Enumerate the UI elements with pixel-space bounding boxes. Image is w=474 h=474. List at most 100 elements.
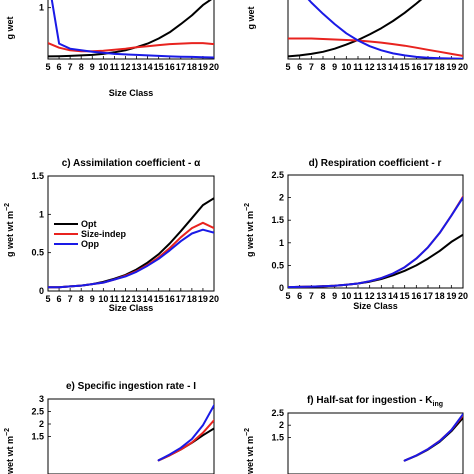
x-tick-label: 6	[57, 62, 62, 72]
series-line-s1	[288, 0, 423, 58]
y-tick-label: 1.5	[31, 432, 44, 442]
x-tick-label: 14	[143, 294, 153, 304]
x-tick-label: 7	[309, 291, 314, 301]
x-tick-label: 18	[187, 62, 197, 72]
x-tick-label: 8	[79, 294, 84, 304]
panel-f: 1.5 2 2.5 g wet wt m−2 f) Half-sat for inges…	[244, 395, 464, 474]
x-tick-label: 17	[423, 291, 433, 301]
x-axis-label: Size Class	[353, 301, 398, 311]
y-axis-label: g wet	[246, 6, 256, 29]
series-line-size-indep	[48, 221, 214, 289]
x-tick-label: 11	[353, 291, 363, 301]
y-tick-label: 0	[279, 283, 284, 293]
x-tick-label: 20	[458, 291, 468, 301]
y-tick-label: 1.5	[31, 171, 44, 181]
x-tick-label: 20	[209, 294, 219, 304]
x-tick-label: 6	[297, 62, 302, 72]
y-axis-label: g wet wt m−2	[4, 428, 15, 474]
x-tick-label: 12	[120, 294, 130, 304]
panel-a: 5 6 7 8 9 10 11 12 13 14 15 16 17 18 19 20 Size Class 1 g …	[5, 0, 219, 98]
y-axis-label-exponent: −2	[4, 203, 11, 211]
x-tick-label: 15	[400, 291, 410, 301]
y-axis-label: g wet wt m−2	[244, 428, 255, 474]
y-axis-label-exponent: −2	[244, 428, 251, 436]
x-tick-label: 12	[365, 62, 375, 72]
x-tick-label: 7	[68, 294, 73, 304]
axes-frame-b	[287, 0, 464, 60]
x-tick-label: 6	[57, 294, 62, 304]
panel-c: 5 6 7 8 9 10 11 12 13 14 15 16 17 18 19 20 Size Class 0 0.…	[4, 158, 219, 313]
series-group	[403, 413, 463, 462]
axes-frame-f	[287, 412, 464, 474]
y-tick-label: 0.5	[271, 260, 284, 270]
legend-label: Opp	[81, 239, 99, 249]
series-line-s2	[48, 42, 214, 53]
series-group	[48, 197, 214, 289]
y-tick-label: 1.5	[271, 215, 284, 225]
x-tick-label: 19	[198, 294, 208, 304]
x-tick-label: 16	[165, 62, 175, 72]
x-tick-label: 9	[332, 62, 337, 72]
x-tick-label: 17	[423, 62, 433, 72]
x-tick-label: 15	[400, 62, 410, 72]
y-tick-label: 1	[279, 238, 284, 248]
x-axis-label: Size Class	[109, 88, 154, 98]
x-tick-label: 12	[365, 291, 375, 301]
x-tick-label: 19	[446, 62, 456, 72]
series-line-s3	[50, 0, 214, 59]
series-line-s3	[157, 404, 214, 462]
series-group	[288, 195, 463, 288]
y-tick-label: 0.5	[31, 248, 44, 258]
panel-title: e) Specific ingestion rate - I	[66, 381, 196, 392]
x-tick-label: 14	[388, 291, 398, 301]
x-tick-label: 18	[435, 62, 445, 72]
x-tick-label: 15	[154, 62, 164, 72]
y-tick-label: 2.5	[271, 170, 284, 180]
x-tick-label: 19	[446, 291, 456, 301]
x-tick-label: 9	[90, 294, 95, 304]
x-tick-label: 9	[90, 62, 95, 72]
series-line-s2	[403, 414, 463, 462]
panel-e: 1.5 2 2.5 3 g wet wt m−2 e) Specific ingestio…	[4, 381, 215, 474]
series-line-s2	[288, 37, 463, 57]
x-tick-label: 16	[165, 294, 175, 304]
series-line-opp	[48, 228, 214, 289]
x-tick-label: 7	[68, 62, 73, 72]
x-tick-label: 14	[388, 62, 398, 72]
x-tick-label: 5	[45, 294, 50, 304]
x-tick-label: 10	[98, 62, 108, 72]
y-tick-label: 0	[39, 286, 44, 296]
panel-title-subscript: ing	[433, 401, 444, 408]
axes-frame-e	[47, 398, 215, 474]
x-tick-label: 17	[176, 294, 186, 304]
x-tick-label: 13	[132, 294, 142, 304]
series-line-s3	[307, 0, 463, 59]
x-tick-label: 13	[132, 62, 142, 72]
x-tick-label: 6	[297, 291, 302, 301]
series-line-s3	[288, 196, 463, 288]
y-axis-label-exponent: −2	[4, 428, 11, 436]
x-tick-label: 11	[353, 62, 363, 72]
panel-title: f) Half-sat for ingestion - King	[307, 395, 443, 408]
x-tick-label: 5	[285, 291, 290, 301]
axes-frame-a	[47, 0, 215, 60]
panel-title: d) Respiration coefficient - r	[309, 158, 442, 169]
series-line-s2	[157, 419, 214, 462]
x-tick-label: 11	[110, 294, 120, 304]
panel-b: 5 6 7 8 9 10 11 12 13 14 15 16 17 18 19 20 g wet	[246, 0, 468, 72]
x-tick-label: 13	[376, 62, 386, 72]
x-axis-label: Size Class	[109, 303, 154, 313]
y-tick-label: 3	[39, 394, 44, 404]
x-tick-label: 11	[110, 62, 120, 72]
x-tick-label: 16	[411, 291, 421, 301]
x-tick-label: 14	[143, 62, 153, 72]
series-line-s3	[403, 413, 463, 462]
x-tick-label: 8	[320, 291, 325, 301]
y-tick-label: 2	[39, 419, 44, 429]
series-group	[48, 0, 214, 59]
x-tick-label: 13	[376, 291, 386, 301]
y-tick-label: 1.5	[271, 432, 284, 442]
